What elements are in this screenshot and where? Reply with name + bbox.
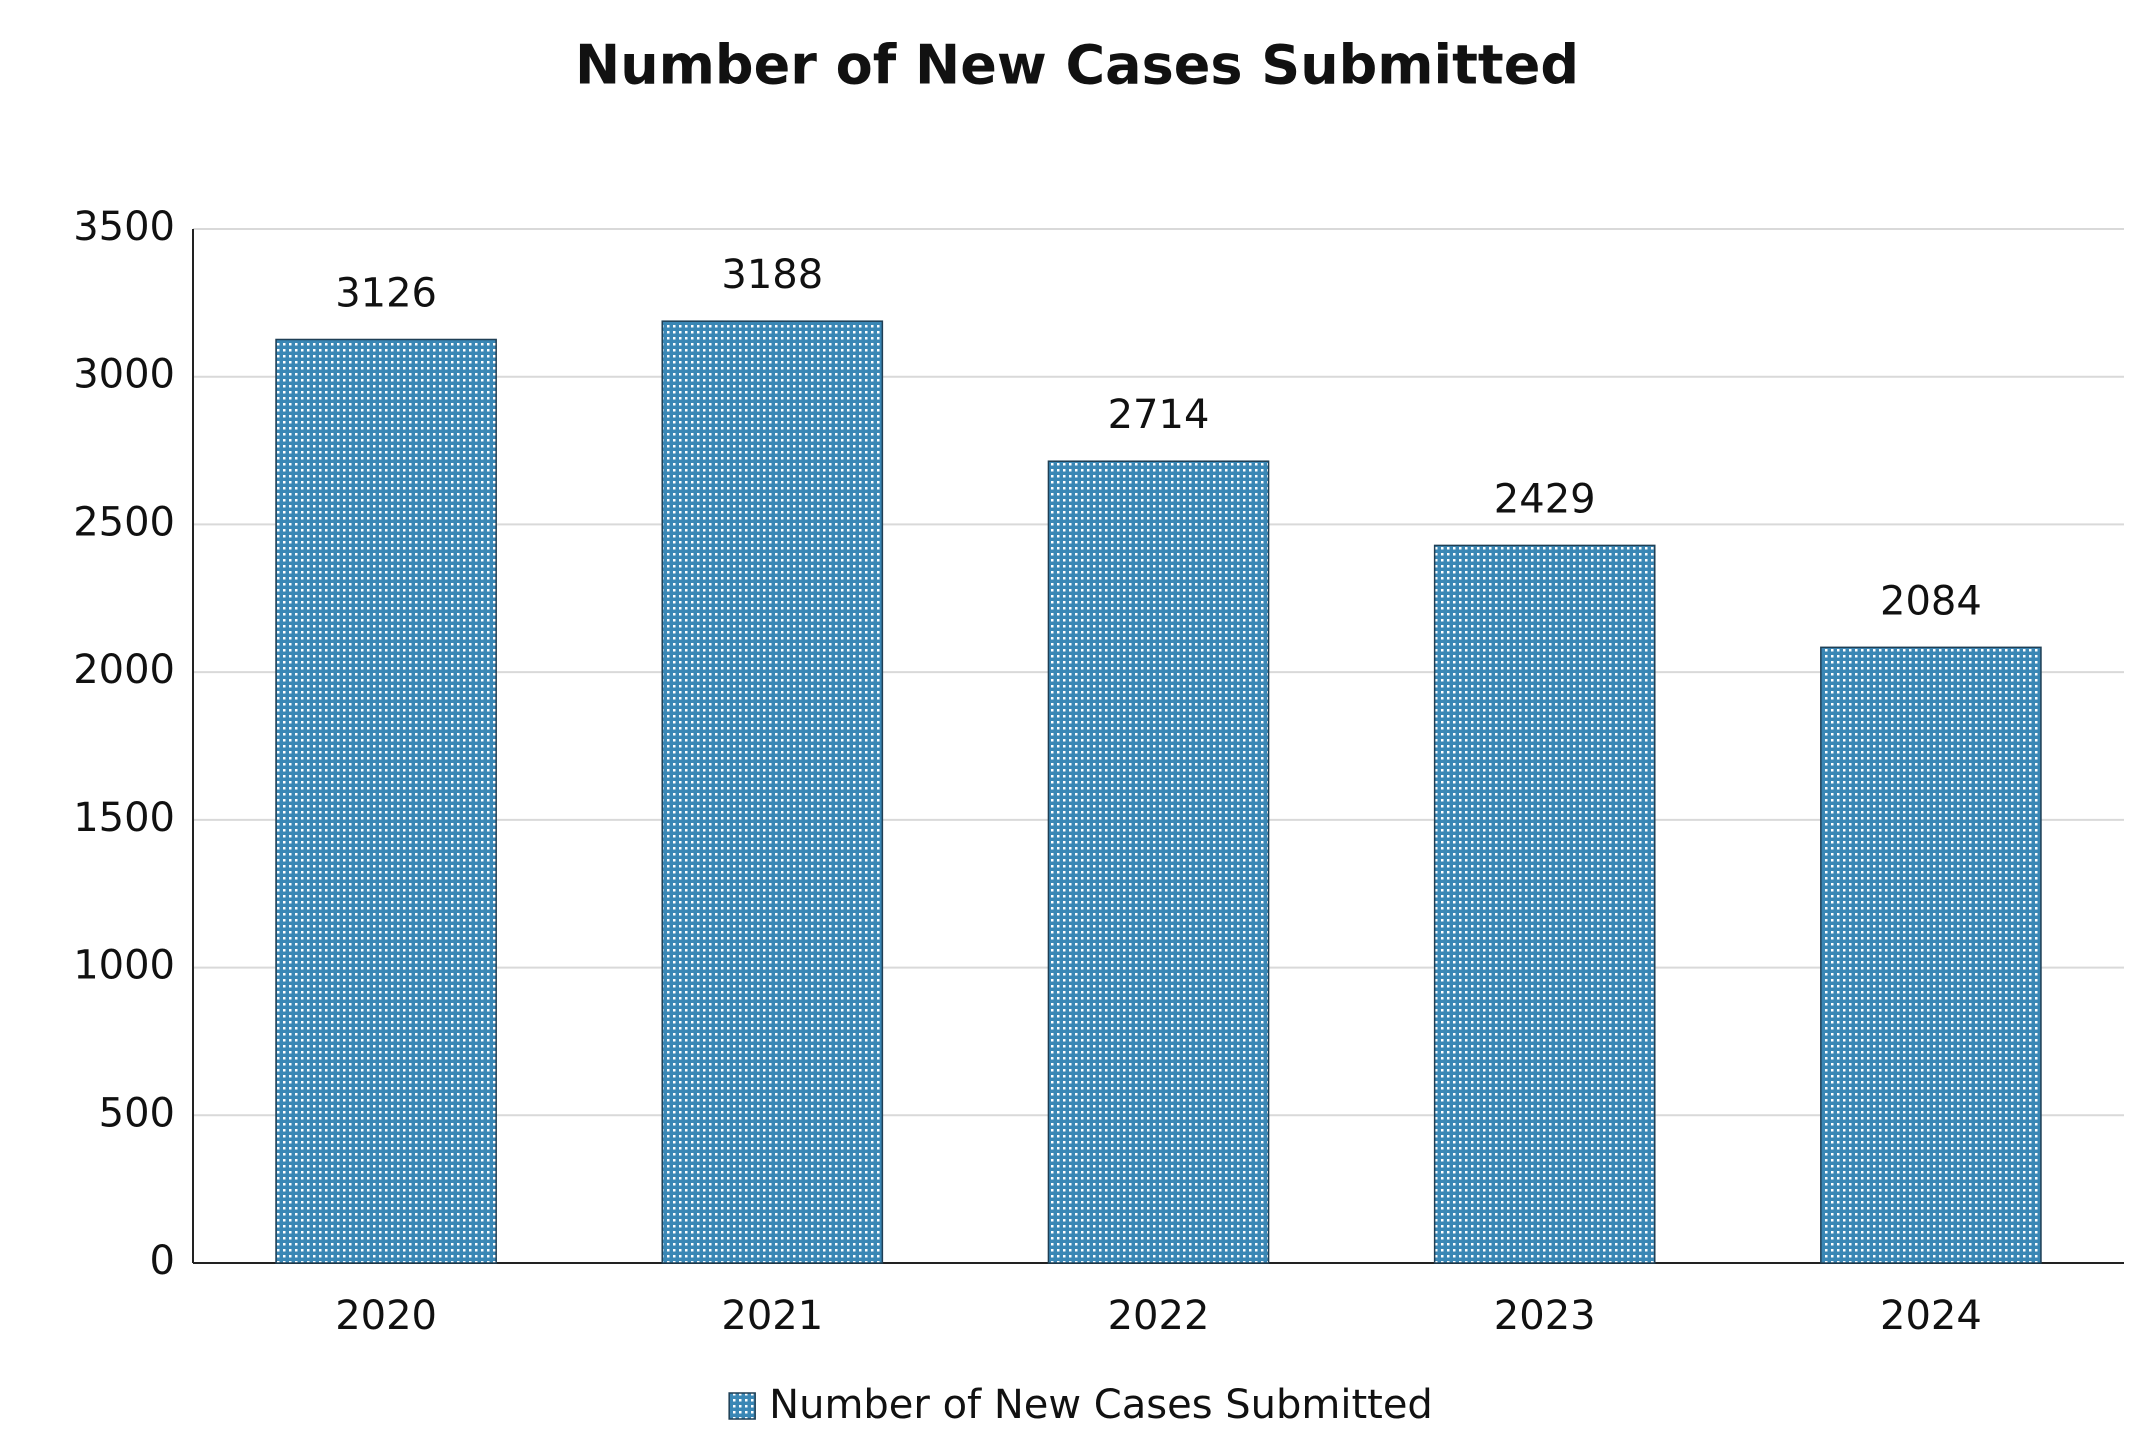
y-tick-label: 0 (150, 1238, 175, 1284)
bar (1047, 460, 1270, 1264)
value-label: 2714 (1108, 392, 1210, 438)
x-tick-label: 2023 (1494, 1293, 1596, 1339)
value-label: 2084 (1880, 578, 1982, 624)
x-tick-label: 2022 (1108, 1293, 1210, 1339)
value-label: 3126 (335, 270, 437, 316)
x-tick-label: 2024 (1880, 1293, 1982, 1339)
x-tick-label: 2021 (721, 1293, 823, 1339)
y-tick-label: 1500 (73, 795, 175, 841)
bar (275, 338, 497, 1264)
y-tick-label: 2000 (73, 647, 175, 693)
x-tick-label: 2020 (335, 1293, 437, 1339)
value-label: 2429 (1494, 476, 1596, 522)
bar (1820, 646, 2042, 1264)
value-label: 3188 (721, 252, 823, 298)
legend-label: Number of New Cases Submitted (769, 1382, 1433, 1428)
y-tick-label: 2500 (73, 499, 175, 545)
bar (661, 320, 884, 1264)
y-tick-label: 3000 (73, 352, 175, 398)
chart-title: Number of New Cases Submitted (575, 34, 1579, 97)
legend-swatch (728, 1392, 756, 1420)
y-tick-label: 1000 (73, 943, 175, 989)
y-tick-label: 500 (99, 1090, 175, 1136)
y-tick-label: 3500 (73, 204, 175, 250)
bar (1433, 544, 1656, 1264)
